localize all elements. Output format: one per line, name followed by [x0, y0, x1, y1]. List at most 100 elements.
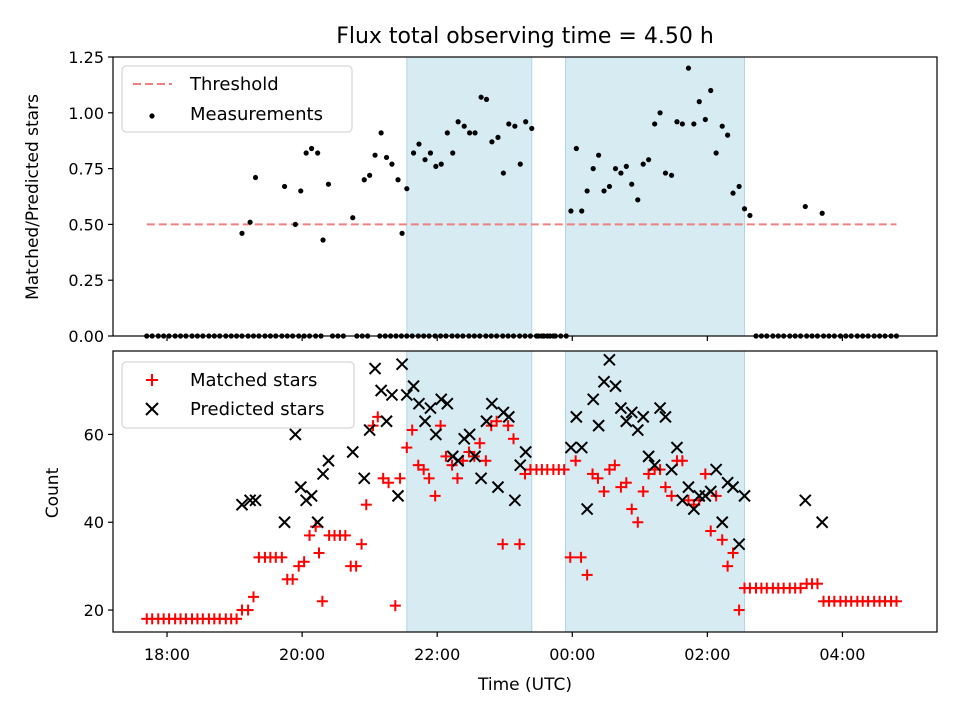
- predicted-star-point: [374, 384, 388, 397]
- matched-star-point: [676, 455, 688, 467]
- matched-star-point: [401, 442, 413, 454]
- matched-star-point: [564, 551, 576, 563]
- measurement-point: [416, 141, 422, 147]
- measurement-point: [303, 150, 309, 156]
- measurement-point: [612, 166, 619, 172]
- matched-star-point: [716, 534, 728, 546]
- matched-star-point: [514, 538, 526, 550]
- predicted-star-point: [665, 463, 678, 476]
- measurement-point: [478, 94, 484, 100]
- measurement-point: [652, 121, 658, 127]
- measurement-point: [378, 130, 384, 136]
- predicted-star-point: [704, 485, 717, 498]
- top-y-tick-label: 0.25: [68, 271, 104, 290]
- predicted-star-point: [435, 393, 448, 406]
- predicted-star-point: [463, 428, 476, 441]
- top-y-tick-label: 0.50: [68, 215, 104, 234]
- predicted-star-point: [648, 458, 661, 472]
- matched-star-point: [592, 472, 604, 484]
- predicted-star-point: [412, 397, 426, 410]
- bottom-legend-frame: [121, 361, 355, 429]
- measurement-point: [247, 219, 253, 225]
- measurement-point: [802, 203, 808, 210]
- measurement-point: [427, 150, 434, 156]
- legend-matched-swatch: [146, 374, 158, 386]
- matched-star-point: [632, 516, 644, 528]
- x-tick-label: 00:00: [549, 645, 595, 664]
- matched-star-point: [389, 600, 401, 612]
- measurement-point: [483, 96, 490, 103]
- measurement-point: [601, 188, 607, 194]
- measurement-point: [461, 123, 467, 129]
- matched-star-point: [451, 472, 463, 484]
- measurement-point: [596, 152, 602, 158]
- top-axes-frame: [112, 56, 938, 337]
- measurement-point: [657, 110, 663, 116]
- legend-predicted-label: Predicted stars: [190, 399, 324, 420]
- top-y-tick-label: 1.00: [68, 104, 104, 123]
- matched-star-point: [287, 573, 299, 585]
- measurement-point: [395, 177, 401, 183]
- predicted-star-point: [636, 410, 650, 424]
- predicted-star-point: [278, 516, 291, 529]
- bottom-y-tick-label: 60: [84, 425, 104, 444]
- measurement-point: [372, 152, 378, 158]
- matched-star-point: [575, 551, 587, 563]
- measurement-point: [584, 188, 590, 194]
- predicted-star-point: [400, 388, 414, 402]
- predicted-star-point: [249, 494, 262, 507]
- predicted-star-point: [732, 537, 746, 551]
- predicted-star-point: [358, 472, 371, 485]
- predicted-star-point: [451, 454, 465, 467]
- matched-star-point: [502, 420, 514, 432]
- predicted-star-point: [346, 445, 359, 459]
- predicted-star-point: [391, 489, 405, 503]
- matched-star-point: [298, 556, 310, 568]
- predicted-star-point: [316, 467, 330, 481]
- predicted-star-point: [670, 441, 684, 454]
- predicted-star-point: [407, 379, 420, 393]
- matched-star-point: [643, 468, 655, 480]
- predicted-star-point: [474, 472, 488, 485]
- measurement-point: [467, 130, 473, 136]
- measurement-point: [685, 65, 692, 71]
- measurement-point: [523, 119, 529, 125]
- predicted-star-point: [424, 401, 437, 415]
- matched-star-point: [440, 450, 452, 462]
- matched-star-point: [304, 529, 316, 541]
- predicted-star-point: [642, 450, 655, 463]
- measurement-point: [719, 123, 725, 129]
- matched-star-point: [247, 591, 259, 603]
- bottom-shaded-span: [406, 350, 533, 633]
- predicted-star-point: [625, 406, 638, 419]
- bottom-panel: 20 40 60 18:00 20:00 22:00 00:00 02:00 04:00: [84, 350, 938, 664]
- measurement-point: [662, 170, 669, 176]
- measurement-point: [691, 121, 697, 127]
- matched-star-point: [598, 486, 610, 497]
- predicted-star-point: [289, 428, 302, 441]
- measurement-point: [819, 210, 825, 216]
- x-tick-label: 22:00: [414, 645, 460, 664]
- measurement-point: [725, 132, 731, 138]
- predicted-star-point: [609, 379, 622, 393]
- measurement-point: [590, 166, 596, 172]
- measurement-point: [646, 157, 652, 163]
- predicted-star-point: [564, 441, 578, 454]
- x-axis-label: Time (UTC): [477, 675, 572, 695]
- predicted-star-point: [709, 463, 723, 476]
- predicted-star-point: [305, 489, 318, 503]
- matched-star-point: [705, 525, 717, 537]
- top-y-tick-label: 0.00: [68, 327, 104, 346]
- matched-star-point: [666, 490, 678, 502]
- measurement-point: [640, 161, 646, 167]
- matched-star-point: [699, 468, 711, 480]
- legend-threshold-label: Threshold: [189, 74, 279, 95]
- predicted-star-point: [385, 388, 399, 402]
- measurement-point: [472, 130, 478, 136]
- matched-star-point: [231, 613, 243, 625]
- matched-star-point: [313, 547, 325, 559]
- matched-star-point: [480, 455, 492, 467]
- matched-star-point: [383, 477, 395, 489]
- measurement-point: [495, 134, 501, 140]
- predicted-star-point: [659, 410, 672, 424]
